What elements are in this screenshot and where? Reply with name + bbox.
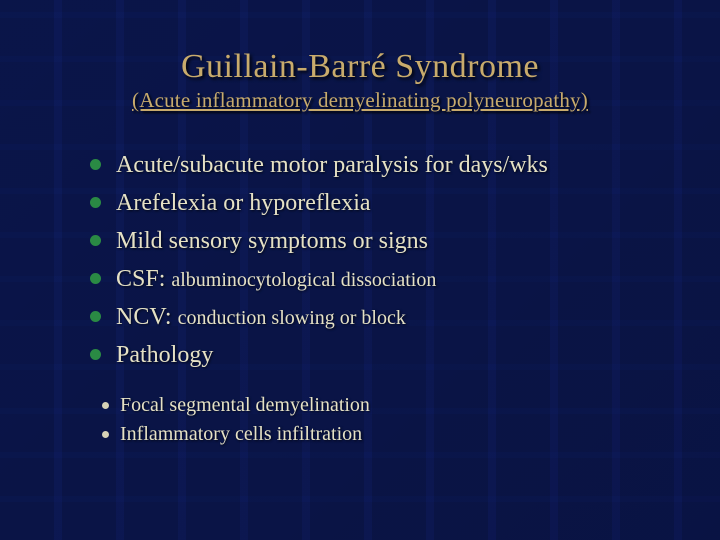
bullet-prefix: CSF: xyxy=(116,266,171,292)
slide-subtitle: (Acute inflammatory demyelinating polyne… xyxy=(60,88,660,113)
bullet-text: Mild sensory symptoms or signs xyxy=(116,228,428,254)
slide-title: Guillain-Barré Syndrome xyxy=(60,48,660,86)
slide: Guillain-Barré Syndrome (Acute inflammat… xyxy=(0,0,720,540)
sub-bullet-list: Focal segmental demyelination Inflammato… xyxy=(60,391,660,449)
list-item: NCV: conduction slowing or block xyxy=(94,299,660,335)
list-item: Mild sensory symptoms or signs xyxy=(94,223,660,259)
bullet-text: Acute/subacute motor paralysis for days/… xyxy=(116,152,548,178)
list-item: Pathology xyxy=(94,337,660,373)
main-bullet-list: Acute/subacute motor paralysis for days/… xyxy=(60,147,660,373)
bullet-text: Pathology xyxy=(116,342,213,368)
list-item: Acute/subacute motor paralysis for days/… xyxy=(94,147,660,183)
bullet-prefix: NCV: xyxy=(116,304,178,330)
list-item: CSF: albuminocytological dissociation xyxy=(94,261,660,297)
sub-list-item: Inflammatory cells infiltration xyxy=(102,420,660,449)
bullet-text: Arefelexia or hyporeflexia xyxy=(116,190,371,216)
list-item: Arefelexia or hyporeflexia xyxy=(94,185,660,221)
sub-bullet-text: Focal segmental demyelination xyxy=(120,394,370,416)
sub-bullet-text: Inflammatory cells infiltration xyxy=(120,423,362,445)
bullet-small: albuminocytological dissociation xyxy=(171,269,436,291)
sub-list-item: Focal segmental demyelination xyxy=(102,391,660,420)
bullet-small: conduction slowing or block xyxy=(178,307,406,329)
